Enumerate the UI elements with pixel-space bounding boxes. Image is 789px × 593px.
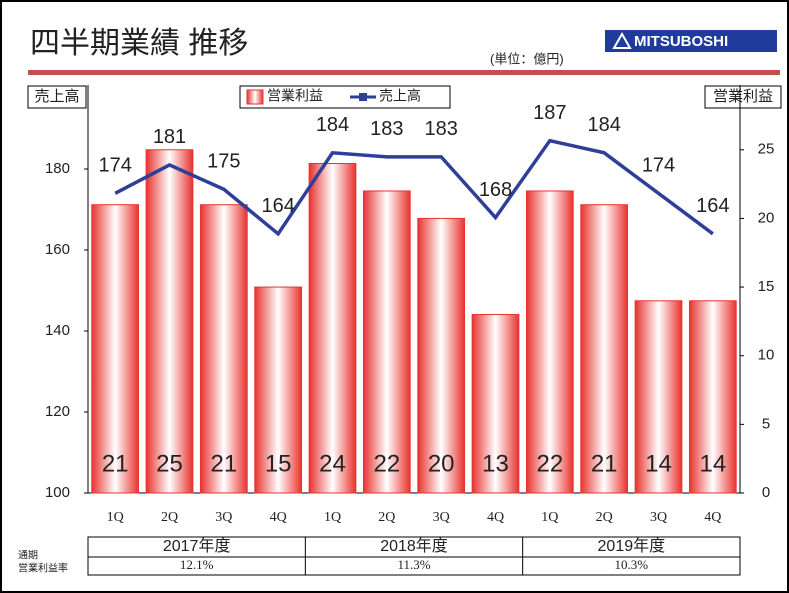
year-label: 2018年度: [380, 537, 448, 555]
line-value-label: 174: [98, 155, 131, 177]
line-value-label: 164: [261, 195, 294, 217]
table-frame: [87, 536, 741, 576]
line-value-label: 187: [533, 102, 566, 124]
bar: [580, 204, 629, 494]
line-value-label: 184: [587, 114, 620, 136]
x-tick-label: 4Q: [704, 510, 721, 525]
line-value-label: 174: [642, 155, 675, 177]
bar-value-label: 22: [536, 450, 563, 477]
x-tick-label: 3Q: [650, 510, 667, 525]
x-tick-label: 1Q: [541, 510, 558, 525]
bar-value-label: 15: [265, 450, 292, 477]
rate-label: 11.3%: [397, 557, 430, 572]
table-label: 営業利益率: [18, 562, 68, 575]
line-value-label: 183: [424, 118, 457, 140]
x-tick-label: 2Q: [596, 510, 613, 525]
table-label: 通期: [18, 550, 38, 562]
bar: [362, 190, 411, 494]
y-axis-label: 売上高: [34, 88, 79, 105]
line-value-label: 181: [153, 126, 186, 148]
x-tick-label: 3Q: [433, 510, 450, 525]
bar-value-label: 21: [210, 450, 237, 477]
line-value-label: 164: [696, 195, 729, 217]
bar: [91, 204, 140, 494]
x-tick-label: 4Q: [487, 510, 504, 525]
x-tick-label: 3Q: [215, 510, 232, 525]
y2-tick-label: 20: [758, 209, 775, 226]
year-label: 2019年度: [598, 537, 666, 555]
rate-label: 10.3%: [615, 557, 649, 572]
y2-tick-label: 25: [758, 141, 775, 158]
bar: [417, 217, 466, 494]
line-value-label: 184: [316, 114, 349, 136]
bar: [634, 300, 683, 494]
bar: [254, 286, 303, 494]
x-tick-label: 4Q: [270, 510, 287, 525]
line: [114, 138, 714, 237]
legend: [239, 85, 451, 109]
x-tick-label: 1Q: [107, 510, 124, 525]
legend-label: 売上高: [379, 88, 421, 104]
bar-value-label: 20: [428, 450, 455, 477]
y-tick-label: 160: [45, 241, 70, 258]
bar-value-label: 14: [699, 450, 726, 477]
bar: [199, 204, 248, 494]
y2-tick-label: 15: [758, 278, 775, 295]
legend-marker: [359, 93, 367, 101]
bar-value-label: 13: [482, 450, 509, 477]
y2-tick-label: 10: [758, 347, 775, 364]
y-tick-label: 180: [45, 160, 70, 177]
y2-tick-label: 5: [762, 415, 770, 432]
bar-value-label: 21: [591, 450, 618, 477]
x-tick-label: 2Q: [378, 510, 395, 525]
ylabel-box: [27, 85, 87, 109]
bar-value-label: 14: [645, 450, 672, 477]
bar-value-label: 21: [102, 450, 129, 477]
bar-value-label: 22: [373, 450, 400, 477]
year-label: 2017年度: [163, 537, 231, 555]
logo-box: [605, 30, 777, 52]
line-value-label: 168: [479, 179, 512, 201]
bar: [471, 314, 520, 494]
bar-value-label: 25: [156, 450, 183, 477]
line-value-label: 175: [207, 151, 240, 173]
y2label-box: [704, 85, 782, 109]
chart-title: 四半期業績 推移: [30, 27, 248, 60]
y2-axis-label: 営業利益: [713, 88, 773, 105]
bar-value-label: 24: [319, 450, 346, 477]
y-tick-label: 120: [45, 403, 70, 420]
logo: MITSUBOSHI: [634, 33, 728, 50]
x-tick-label: 1Q: [324, 510, 341, 525]
y-tick-label: 140: [45, 322, 70, 339]
subtitle: (単位：億円): [490, 51, 564, 66]
bar: [145, 149, 194, 494]
y-tick-label: 100: [45, 484, 70, 501]
rate-label: 12.1%: [180, 557, 214, 572]
title-rule: [28, 70, 780, 75]
x-tick-label: 2Q: [161, 510, 178, 525]
bar: [308, 163, 357, 494]
legend-label: 営業利益: [267, 88, 323, 104]
y2-tick-label: 0: [762, 484, 770, 501]
bar: [525, 190, 574, 494]
logo-icon: [612, 31, 632, 49]
bar: [688, 300, 737, 494]
line-value-label: 183: [370, 118, 403, 140]
legend-swatch: [246, 89, 264, 105]
